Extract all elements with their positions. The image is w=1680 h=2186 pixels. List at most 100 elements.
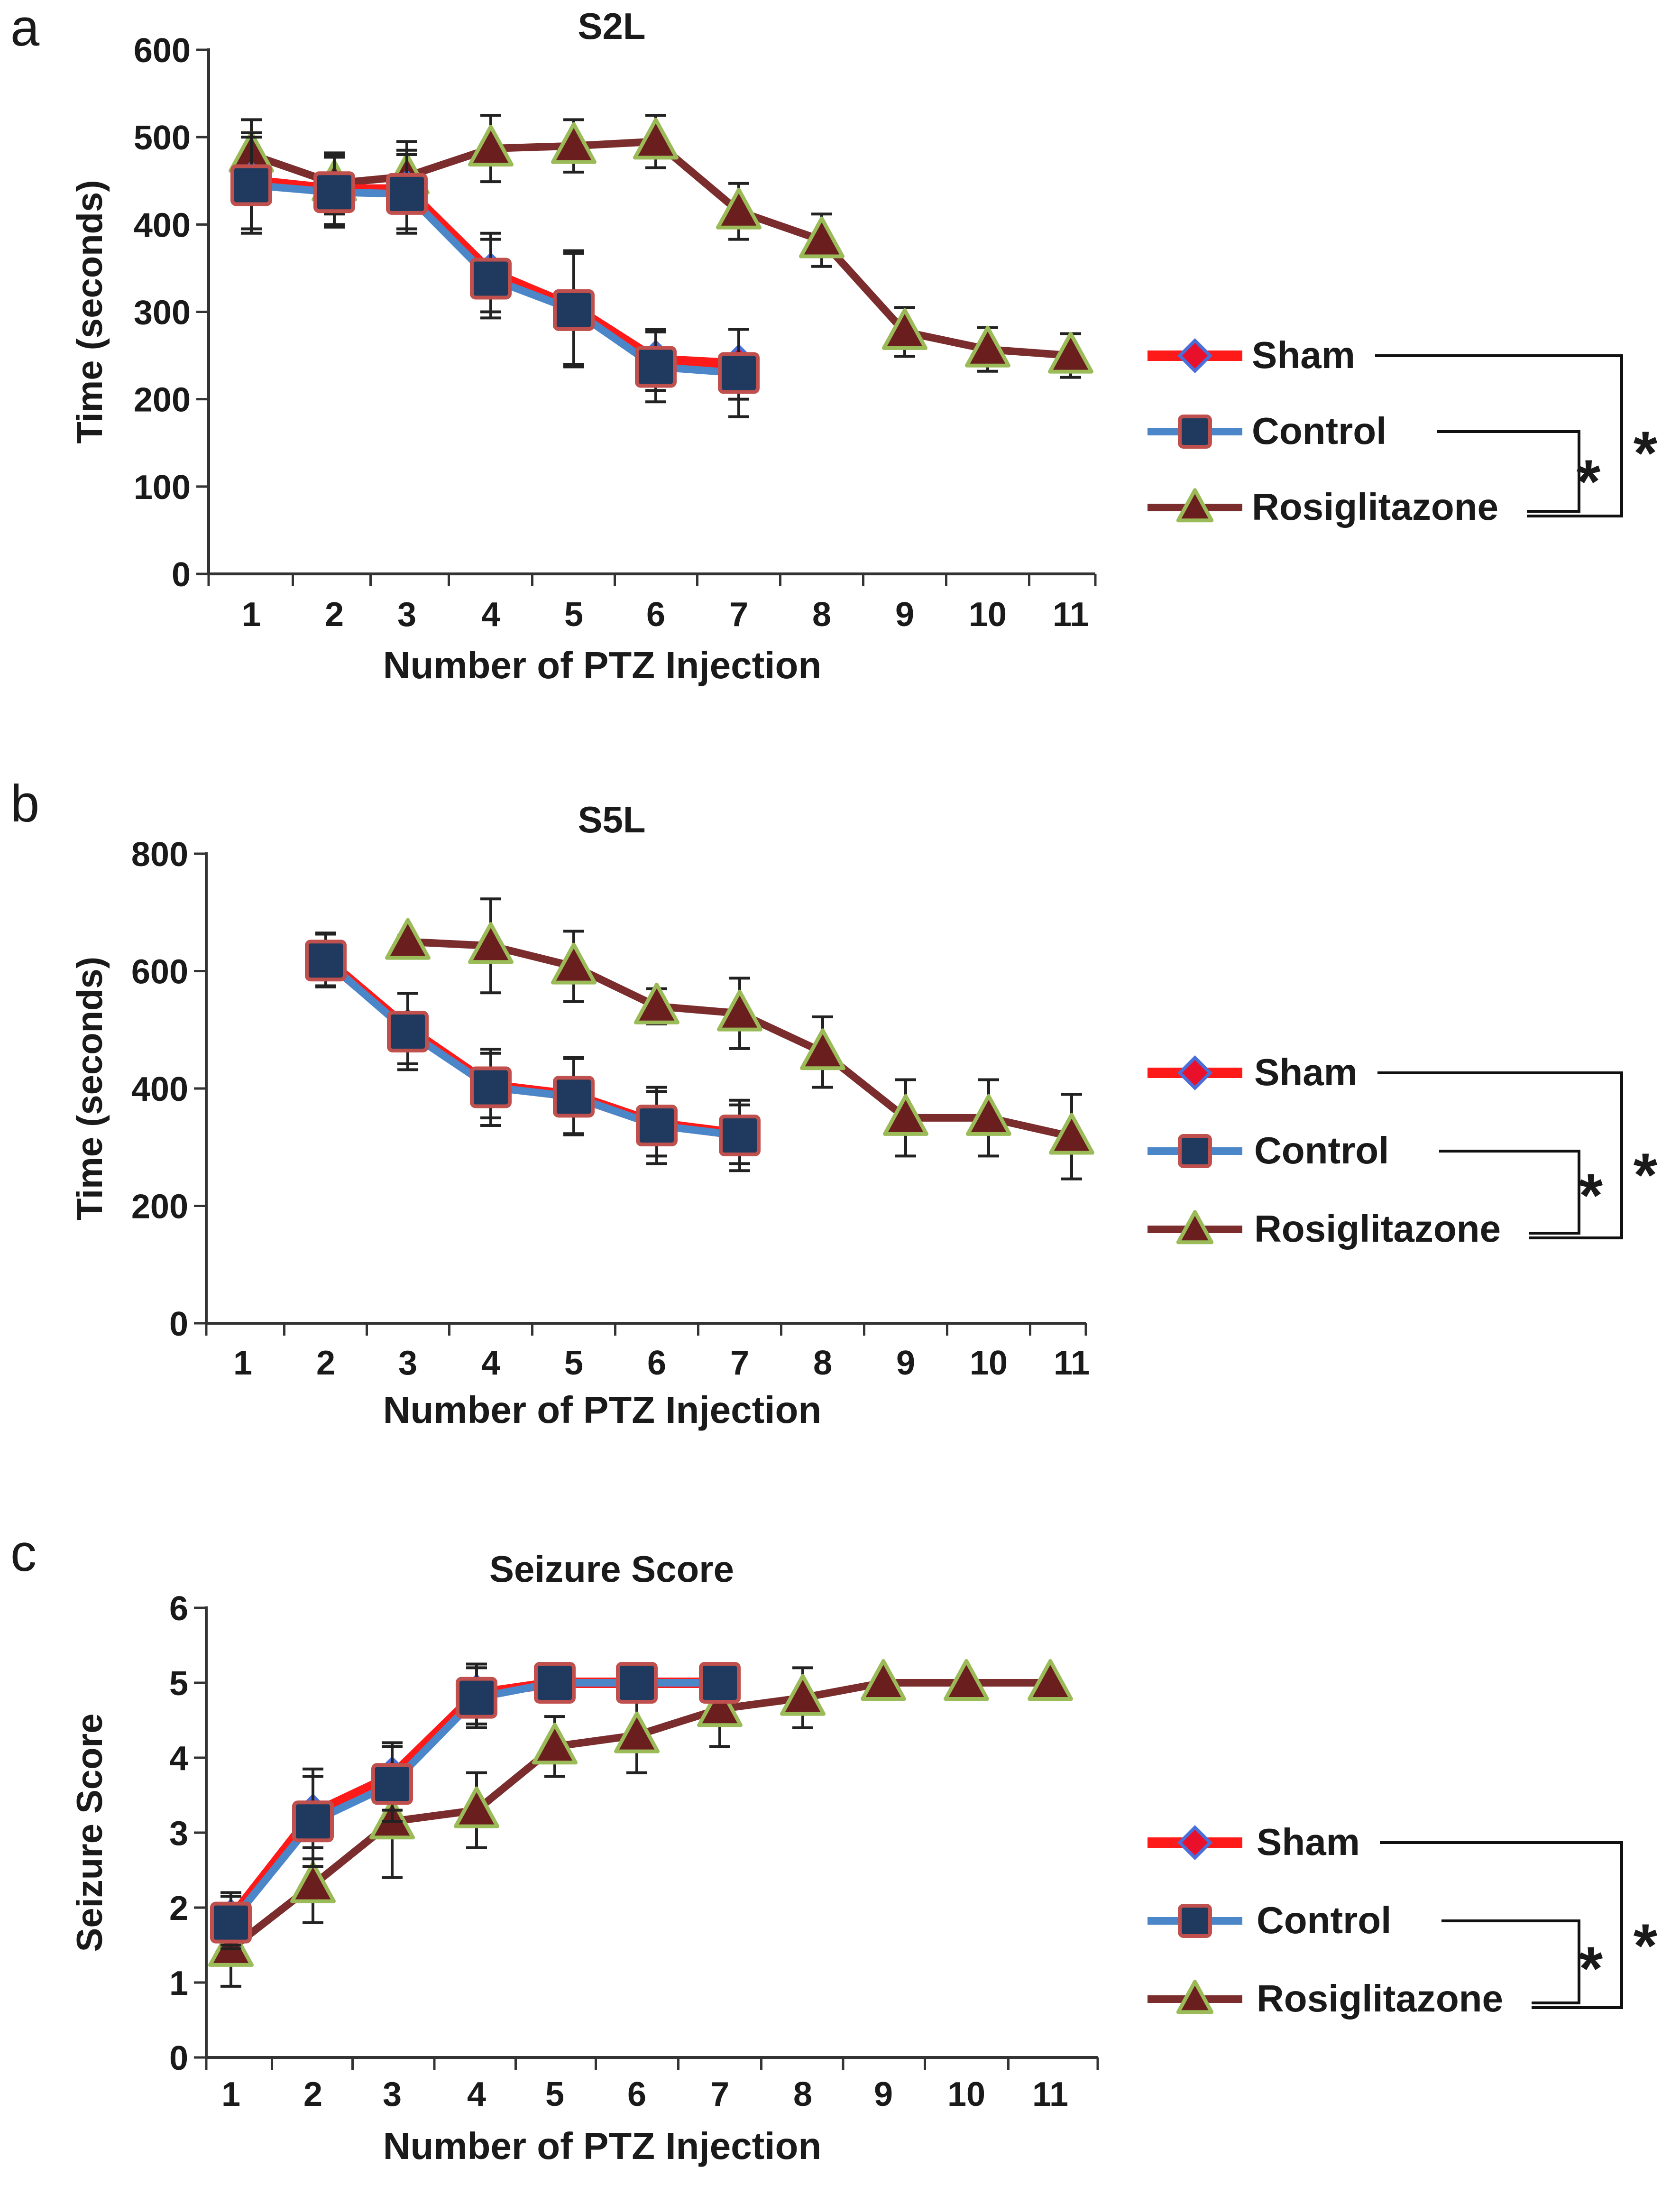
x-tick-label: 5 [564, 1344, 583, 1382]
x-tick-label: 3 [398, 1344, 417, 1382]
data-point [633, 118, 679, 160]
data-point [717, 989, 762, 1032]
x-tick-label: 6 [627, 2075, 646, 2113]
chart-panel-b: b S5L 0 200 400 600 800 1 2 3 4 5 6 7 8 9 10 11 Number of … [10, 775, 1658, 1431]
data-point [966, 1094, 1011, 1136]
series-line [250, 138, 1071, 360]
series-rosiglitazone [229, 114, 1093, 379]
x-tick-label: 2 [316, 1344, 335, 1382]
data-point [861, 1659, 906, 1701]
x-tick-label: 11 [1032, 2075, 1068, 2113]
y-tick-label: 600 [134, 32, 191, 70]
data-point [470, 1066, 512, 1108]
legend-marker [1177, 1825, 1212, 1860]
x-tick-label: 9 [874, 2075, 893, 2113]
bracket-sham-vs-rosiglitazone [1377, 1071, 1623, 1239]
x-tick-label: 7 [729, 596, 748, 634]
significance-star: * [1579, 1161, 1603, 1230]
y-tick-label: 1 [169, 1965, 188, 2002]
data-point [883, 1094, 928, 1136]
legend-label: Sham [1252, 334, 1355, 376]
significance-star: * [1579, 1934, 1603, 2003]
x-tick-label: 9 [895, 596, 914, 634]
data-point [697, 1685, 743, 1727]
y-tick-label: 3 [169, 1815, 188, 1853]
data-point [292, 1800, 334, 1843]
x-tick-label: 4 [481, 596, 500, 634]
series-control [230, 136, 760, 418]
y-tick-label: 800 [131, 836, 188, 874]
x-tick-label: 7 [730, 1344, 749, 1382]
x-axis-label: Number of PTZ Injection [383, 2125, 821, 2167]
data-point [210, 1901, 252, 1944]
y-tick-label: 0 [172, 556, 191, 594]
y-tick-label: 200 [134, 381, 191, 419]
legend: Sham Control Rosiglitazone * * [1148, 334, 1658, 528]
x-tick-label: 3 [383, 2075, 402, 2113]
y-tick-label: 200 [131, 1188, 188, 1226]
data-point [371, 1763, 413, 1805]
legend: Sham Control Rosiglitazone * * [1148, 1051, 1658, 1250]
x-tick-label: 1 [221, 2075, 240, 2113]
series-control [210, 1662, 741, 1950]
data-point [799, 216, 845, 258]
legend-label: Sham [1254, 1051, 1358, 1093]
panel-label: b [10, 775, 39, 833]
legend: Sham Control Rosiglitazone * * [1148, 1821, 1658, 2020]
legend-label: Sham [1257, 1821, 1360, 1863]
x-tick-label: 1 [233, 1344, 252, 1382]
data-point [230, 164, 272, 206]
x-tick-label: 8 [793, 2075, 812, 2113]
data-point [385, 918, 431, 960]
data-point [290, 1861, 336, 1903]
panel-label: c [10, 1524, 37, 1582]
y-tick-label: 0 [169, 1305, 188, 1343]
y-tick-label: 400 [131, 1070, 188, 1108]
x-tick-label: 6 [647, 1344, 666, 1382]
legend-label: Control [1252, 410, 1386, 452]
data-point [313, 171, 355, 213]
y-tick-label: 4 [169, 1740, 188, 1778]
y-tick-label: 6 [169, 1590, 188, 1628]
legend-label: Control [1254, 1129, 1389, 1171]
chart-title: Seizure Score [489, 1548, 734, 1590]
data-point [551, 122, 597, 164]
chart-title: S5L [578, 799, 645, 840]
data-point [1049, 1113, 1094, 1155]
legend-marker [1176, 1210, 1214, 1245]
x-tick-label: 10 [970, 1344, 1008, 1382]
data-point [456, 1677, 497, 1719]
x-tick-label: 7 [710, 2075, 729, 2113]
data-point [386, 173, 428, 215]
legend-label: Rosiglitazone [1254, 1208, 1501, 1250]
y-axis-label: Time (seconds) [70, 957, 110, 1220]
x-tick-label: 6 [646, 596, 665, 634]
x-tick-label: 4 [481, 1344, 500, 1382]
data-point [699, 1662, 741, 1704]
y-tick-label: 500 [134, 119, 191, 157]
legend-marker [1176, 488, 1214, 523]
significance-star: * [1634, 418, 1658, 488]
x-tick-label: 10 [969, 596, 1007, 634]
data-point [636, 1104, 678, 1146]
data-point [616, 1662, 658, 1704]
y-tick-label: 600 [131, 953, 188, 991]
legend-marker [1176, 1980, 1214, 2014]
data-point [1028, 1659, 1073, 1701]
y-tick-label: 400 [134, 206, 191, 244]
data-point [551, 942, 597, 985]
series-rosiglitazone [385, 897, 1094, 1181]
significance-star: * [1577, 447, 1601, 516]
bracket-sham-vs-rosiglitazone [1375, 354, 1623, 517]
bracket-control-vs-rosiglitazone [1439, 1150, 1580, 1235]
x-axis-label: Number of PTZ Injection [383, 644, 821, 686]
data-point [553, 1076, 595, 1118]
legend-marker [1178, 415, 1212, 449]
data-point [635, 346, 677, 388]
data-point [800, 1028, 845, 1070]
legend-label: Rosiglitazone [1257, 1977, 1503, 2020]
y-axis-label: Time (seconds) [70, 180, 110, 443]
data-point [305, 940, 347, 982]
